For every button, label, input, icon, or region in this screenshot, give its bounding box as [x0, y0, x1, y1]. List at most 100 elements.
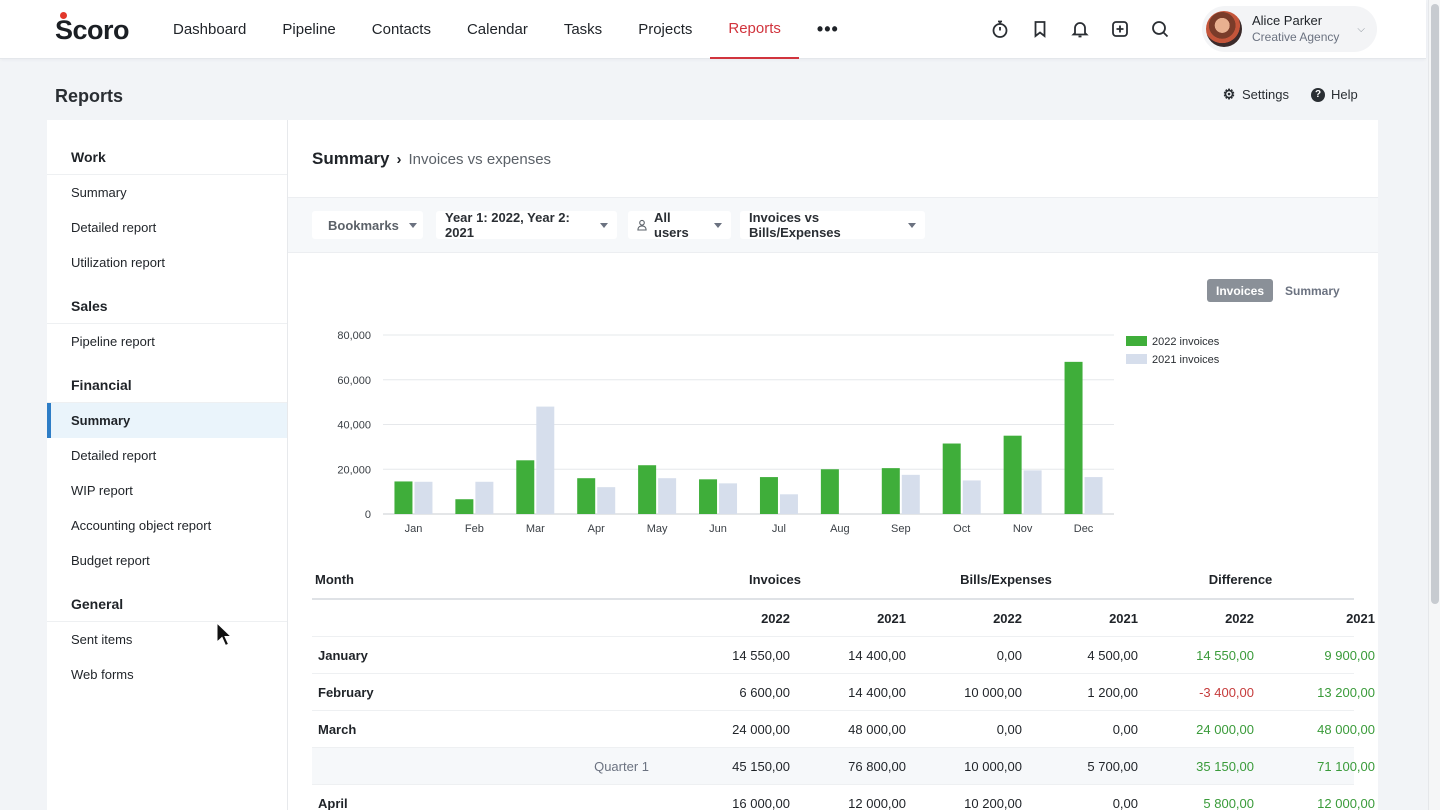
- year-header-0: 2022: [761, 610, 790, 626]
- table-cell: 13 200,00: [1317, 684, 1375, 700]
- sidebar-item-work-summary[interactable]: Summary: [71, 185, 127, 200]
- bar-2022-oct: [942, 443, 961, 514]
- sidebar-item-general-web-forms[interactable]: Web forms: [71, 667, 134, 682]
- users-label: All users: [654, 210, 689, 240]
- invoices-bar-chart: 0 20,000 40,000 60,000 80,000 Jan Feb Mar Apr May…: [337, 330, 1220, 535]
- help-link[interactable]: ? Help: [1311, 87, 1358, 102]
- user-name: Alice Parker: [1252, 13, 1323, 28]
- legend-swatch-0: [1126, 336, 1147, 346]
- toggle-invoices[interactable]: Invoices: [1207, 279, 1274, 302]
- bar-2021-feb: [475, 481, 494, 514]
- breadcrumb: Summary › Invoices vs expenses: [312, 149, 551, 169]
- caret-down-icon: [408, 222, 417, 228]
- more-menu-icon[interactable]: •••: [816, 19, 839, 39]
- bookmarks-dropdown[interactable]: Bookmarks: [312, 211, 423, 239]
- table-cell: 48 000,00: [1317, 721, 1375, 737]
- sidebar-item-sales-pipeline-report[interactable]: Pipeline report: [71, 334, 155, 349]
- table-row: April 16 000,00 12 000,00 10 200,00 0,00 5 80…: [312, 785, 1375, 810]
- table-cell: 1 200,00: [1087, 684, 1138, 700]
- main-nav: Dashboard Pipeline Contacts Calendar Tasks Pr…: [155, 0, 857, 59]
- bookmark-icon[interactable]: [1025, 14, 1055, 44]
- add-icon[interactable]: [1105, 14, 1135, 44]
- table-row: January 14 550,00 14 400,00 0,00 4 500,00 14 …: [312, 637, 1375, 674]
- bar-2021-jul: [779, 494, 798, 514]
- nav-item-projects[interactable]: Projects: [638, 21, 693, 38]
- sidebar-item-financial-detailed-report[interactable]: Detailed report: [71, 448, 157, 463]
- user-menu[interactable]: Alice Parker Creative Agency ⌵: [1202, 6, 1377, 52]
- sidebar-item-financial-wip-report[interactable]: WIP report: [71, 483, 133, 498]
- bar-2022-aug: [820, 469, 839, 514]
- scrollbar-thumb[interactable]: [1431, 4, 1439, 604]
- bar-2021-sep: [901, 474, 920, 514]
- sidebar-item-financial-accounting-object-report[interactable]: Accounting object report: [71, 518, 212, 533]
- bar-2022-jul: [759, 477, 778, 514]
- row-label: March: [318, 721, 357, 737]
- y-tick-label: 20,000: [337, 464, 371, 476]
- sidebar-item-work-utilization-report[interactable]: Utilization report: [71, 255, 165, 270]
- sidebar-item-financial-summary[interactable]: Summary: [47, 403, 287, 438]
- table-row: March 24 000,00 48 000,00 0,00 0,00 24 000,00…: [312, 711, 1375, 748]
- table-cell: 71 100,00: [1317, 758, 1375, 774]
- comparison-dropdown[interactable]: Invoices vs Bills/Expenses: [740, 210, 925, 240]
- bar-2022-apr: [577, 478, 596, 514]
- sidebar-group-work: Work: [47, 135, 287, 175]
- x-tick-label: Sep: [891, 523, 911, 535]
- top-icons: [985, 14, 1175, 44]
- bar-2021-jan: [414, 481, 433, 514]
- x-tick-label: May: [647, 523, 668, 535]
- nav-item-contacts[interactable]: Contacts: [371, 21, 431, 38]
- header-invoices: Invoices: [748, 571, 802, 587]
- sidebar-item-financial-budget-report[interactable]: Budget report: [71, 553, 150, 568]
- page-scrollbar[interactable]: [1428, 0, 1440, 810]
- y-tick-label: 40,000: [337, 420, 371, 432]
- nav-item-reports[interactable]: Reports: [710, 0, 799, 59]
- table-cell: 35 150,00: [1196, 758, 1254, 774]
- bar-2021-dec: [1084, 477, 1103, 514]
- nav-item-calendar[interactable]: Calendar: [466, 21, 528, 38]
- table-cell: 14 550,00: [732, 647, 790, 663]
- user-icon: [637, 219, 647, 231]
- bell-icon[interactable]: [1065, 14, 1095, 44]
- table-cell: 10 200,00: [964, 795, 1022, 810]
- caret-down-icon: [714, 222, 722, 228]
- user-organization: Creative Agency: [1252, 30, 1340, 44]
- nav-item-pipeline[interactable]: Pipeline: [282, 21, 336, 38]
- sidebar-item-general-sent-items[interactable]: Sent items: [71, 632, 133, 647]
- breadcrumb-main[interactable]: Summary: [312, 149, 390, 168]
- avatar: [1206, 11, 1242, 47]
- users-dropdown[interactable]: All users: [628, 210, 731, 240]
- bar-2022-may: [638, 465, 657, 514]
- bar-2022-dec: [1064, 361, 1083, 514]
- table-cell: 6 600,00: [739, 684, 790, 700]
- bar-2022-jan: [394, 481, 413, 514]
- comparison-label: Invoices vs Bills/Expenses: [749, 210, 841, 240]
- caret-down-icon: [908, 222, 916, 228]
- settings-link[interactable]: ⚙ Settings: [1222, 86, 1289, 102]
- table-cell: 45 150,00: [732, 758, 790, 774]
- table-cell: 24 000,00: [732, 721, 790, 737]
- toggle-summary[interactable]: Summary: [1285, 283, 1340, 298]
- sidebar-group-general: General: [47, 582, 287, 622]
- legend-label-1: 2021 invoices: [1152, 354, 1220, 366]
- year-dropdown[interactable]: Year 1: 2022, Year 2: 2021: [436, 210, 617, 240]
- chevron-down-icon: ⌵: [1357, 24, 1365, 35]
- sidebar-item-work-detailed-report[interactable]: Detailed report: [71, 220, 157, 235]
- timer-icon[interactable]: [985, 14, 1015, 44]
- table-cell: 0,00: [1112, 795, 1138, 810]
- nav-item-dashboard[interactable]: Dashboard: [173, 21, 247, 38]
- x-tick-label: Aug: [830, 523, 850, 535]
- search-icon[interactable]: [1145, 14, 1175, 44]
- header-month: Month: [315, 571, 354, 587]
- nav-item-tasks[interactable]: Tasks: [563, 21, 603, 38]
- sidebar-group-financial: Financial: [47, 363, 287, 403]
- year-header-5: 2021: [1346, 610, 1375, 626]
- table-cell: 16 000,00: [732, 795, 790, 810]
- x-tick-label: Nov: [1013, 523, 1033, 535]
- bar-2021-apr: [597, 487, 616, 514]
- help-label: Help: [1331, 87, 1358, 102]
- table-cell: 9 900,00: [1324, 647, 1375, 663]
- logo-initial: S: [55, 12, 73, 46]
- table-cell: 0,00: [996, 647, 1022, 663]
